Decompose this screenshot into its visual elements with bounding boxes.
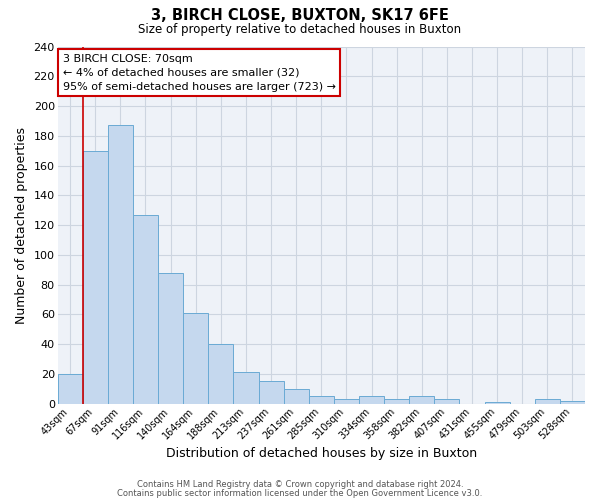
Bar — [284, 389, 309, 404]
Bar — [108, 126, 133, 404]
Bar — [83, 150, 108, 404]
Bar — [133, 214, 158, 404]
Bar — [485, 402, 509, 404]
Bar — [560, 401, 585, 404]
Bar — [434, 400, 460, 404]
Text: Size of property relative to detached houses in Buxton: Size of property relative to detached ho… — [139, 22, 461, 36]
Text: Contains HM Land Registry data © Crown copyright and database right 2024.: Contains HM Land Registry data © Crown c… — [137, 480, 463, 489]
Text: 3 BIRCH CLOSE: 70sqm
← 4% of detached houses are smaller (32)
95% of semi-detach: 3 BIRCH CLOSE: 70sqm ← 4% of detached ho… — [63, 54, 336, 92]
Text: 3, BIRCH CLOSE, BUXTON, SK17 6FE: 3, BIRCH CLOSE, BUXTON, SK17 6FE — [151, 8, 449, 22]
Bar — [309, 396, 334, 404]
Bar — [384, 400, 409, 404]
Bar — [409, 396, 434, 404]
Bar — [58, 374, 83, 404]
Y-axis label: Number of detached properties: Number of detached properties — [15, 126, 28, 324]
Bar — [359, 396, 384, 404]
Text: Contains public sector information licensed under the Open Government Licence v3: Contains public sector information licen… — [118, 488, 482, 498]
Bar — [259, 382, 284, 404]
Bar — [233, 372, 259, 404]
X-axis label: Distribution of detached houses by size in Buxton: Distribution of detached houses by size … — [166, 447, 477, 460]
Bar — [158, 273, 183, 404]
Bar — [535, 400, 560, 404]
Bar — [208, 344, 233, 404]
Bar — [183, 313, 208, 404]
Bar — [334, 400, 359, 404]
